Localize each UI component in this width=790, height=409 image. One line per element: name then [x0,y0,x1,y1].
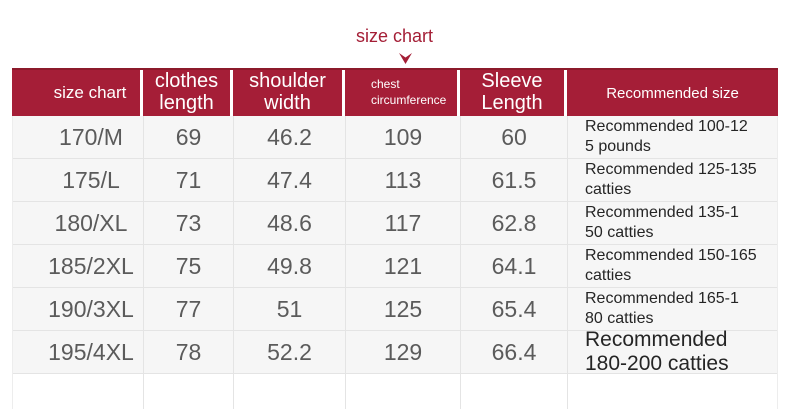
table-row: 175/L 71 47.4 113 61.5 Recommended 125-1… [12,159,778,202]
header-shoulder-width: shoulder width [233,70,345,116]
sleeve-cell: 64.1 [461,245,568,288]
table-header-row: size chart clothes length shoulder width… [12,70,778,116]
shoulder-width-cell: 48.6 [234,202,346,245]
table-row: 195/4XL 78 52.2 129 66.4 Recommended 180… [12,328,778,375]
recommended-cell: Recommended 165-1 80 catties [568,288,777,331]
recommended-cell: Recommended 150-165 catties [568,245,777,288]
size-chart-title: size chart [356,26,434,46]
empty-cell [144,374,234,409]
size-table: size chart clothes length shoulder width… [12,68,778,409]
sleeve-cell: 62.8 [461,202,568,245]
empty-cell [346,374,461,409]
clothes-length-cell: 75 [144,245,234,288]
empty-cell [234,374,346,409]
table-row: 190/3XL 77 51 125 65.4 Recommended 165-1… [12,288,778,331]
clothes-length-cell: 78 [144,331,234,374]
size-cell: 195/4XL [13,331,144,374]
table-row: 180/XL 73 48.6 117 62.8 Recommended 135-… [12,202,778,245]
chest-cell: 121 [346,245,461,288]
table-row: 170/M 69 46.2 109 60 Recommended 100-12 … [12,116,778,159]
recommended-cell: Recommended 180-200 catties [568,328,777,375]
chest-cell: 125 [346,288,461,331]
shoulder-width-cell: 46.2 [234,116,346,159]
shoulder-width-cell: 47.4 [234,159,346,202]
shoulder-width-cell: 52.2 [234,331,346,374]
shoulder-width-cell: 49.8 [234,245,346,288]
recommended-cell: Recommended 135-1 50 catties [568,202,777,245]
empty-cell [568,374,777,409]
table-row: 185/2XL 75 49.8 121 64.1 Recommended 150… [12,245,778,288]
clothes-length-cell: 71 [144,159,234,202]
header-sleeve-length: Sleeve Length [460,70,567,116]
sleeve-cell: 65.4 [461,288,568,331]
size-cell: 185/2XL [13,245,144,288]
shoulder-width-cell: 51 [234,288,346,331]
clothes-length-cell: 77 [144,288,234,331]
recommended-cell: Recommended 125-135 catties [568,159,777,202]
sleeve-cell: 61.5 [461,159,568,202]
empty-row [12,374,778,409]
chest-cell: 113 [346,159,461,202]
size-cell: 170/M [13,116,144,159]
header-chest-circumference: chest circumference [345,70,460,116]
empty-cell [461,374,568,409]
empty-cell [13,374,144,409]
header-clothes-length: clothes length [143,70,233,116]
sleeve-cell: 60 [461,116,568,159]
sleeve-cell: 66.4 [461,331,568,374]
size-cell: 175/L [13,159,144,202]
chest-cell: 109 [346,116,461,159]
header-recommended-size: Recommended size [606,84,739,102]
recommended-cell: Recommended 100-12 5 pounds [568,116,777,159]
size-cell: 190/3XL [13,288,144,331]
header-size-chart: size chart [12,70,143,116]
clothes-length-cell: 69 [144,116,234,159]
clothes-length-cell: 73 [144,202,234,245]
size-cell: 180/XL [13,202,144,245]
chest-cell: 129 [346,331,461,374]
down-arrow-icon [399,53,412,64]
chest-cell: 117 [346,202,461,245]
